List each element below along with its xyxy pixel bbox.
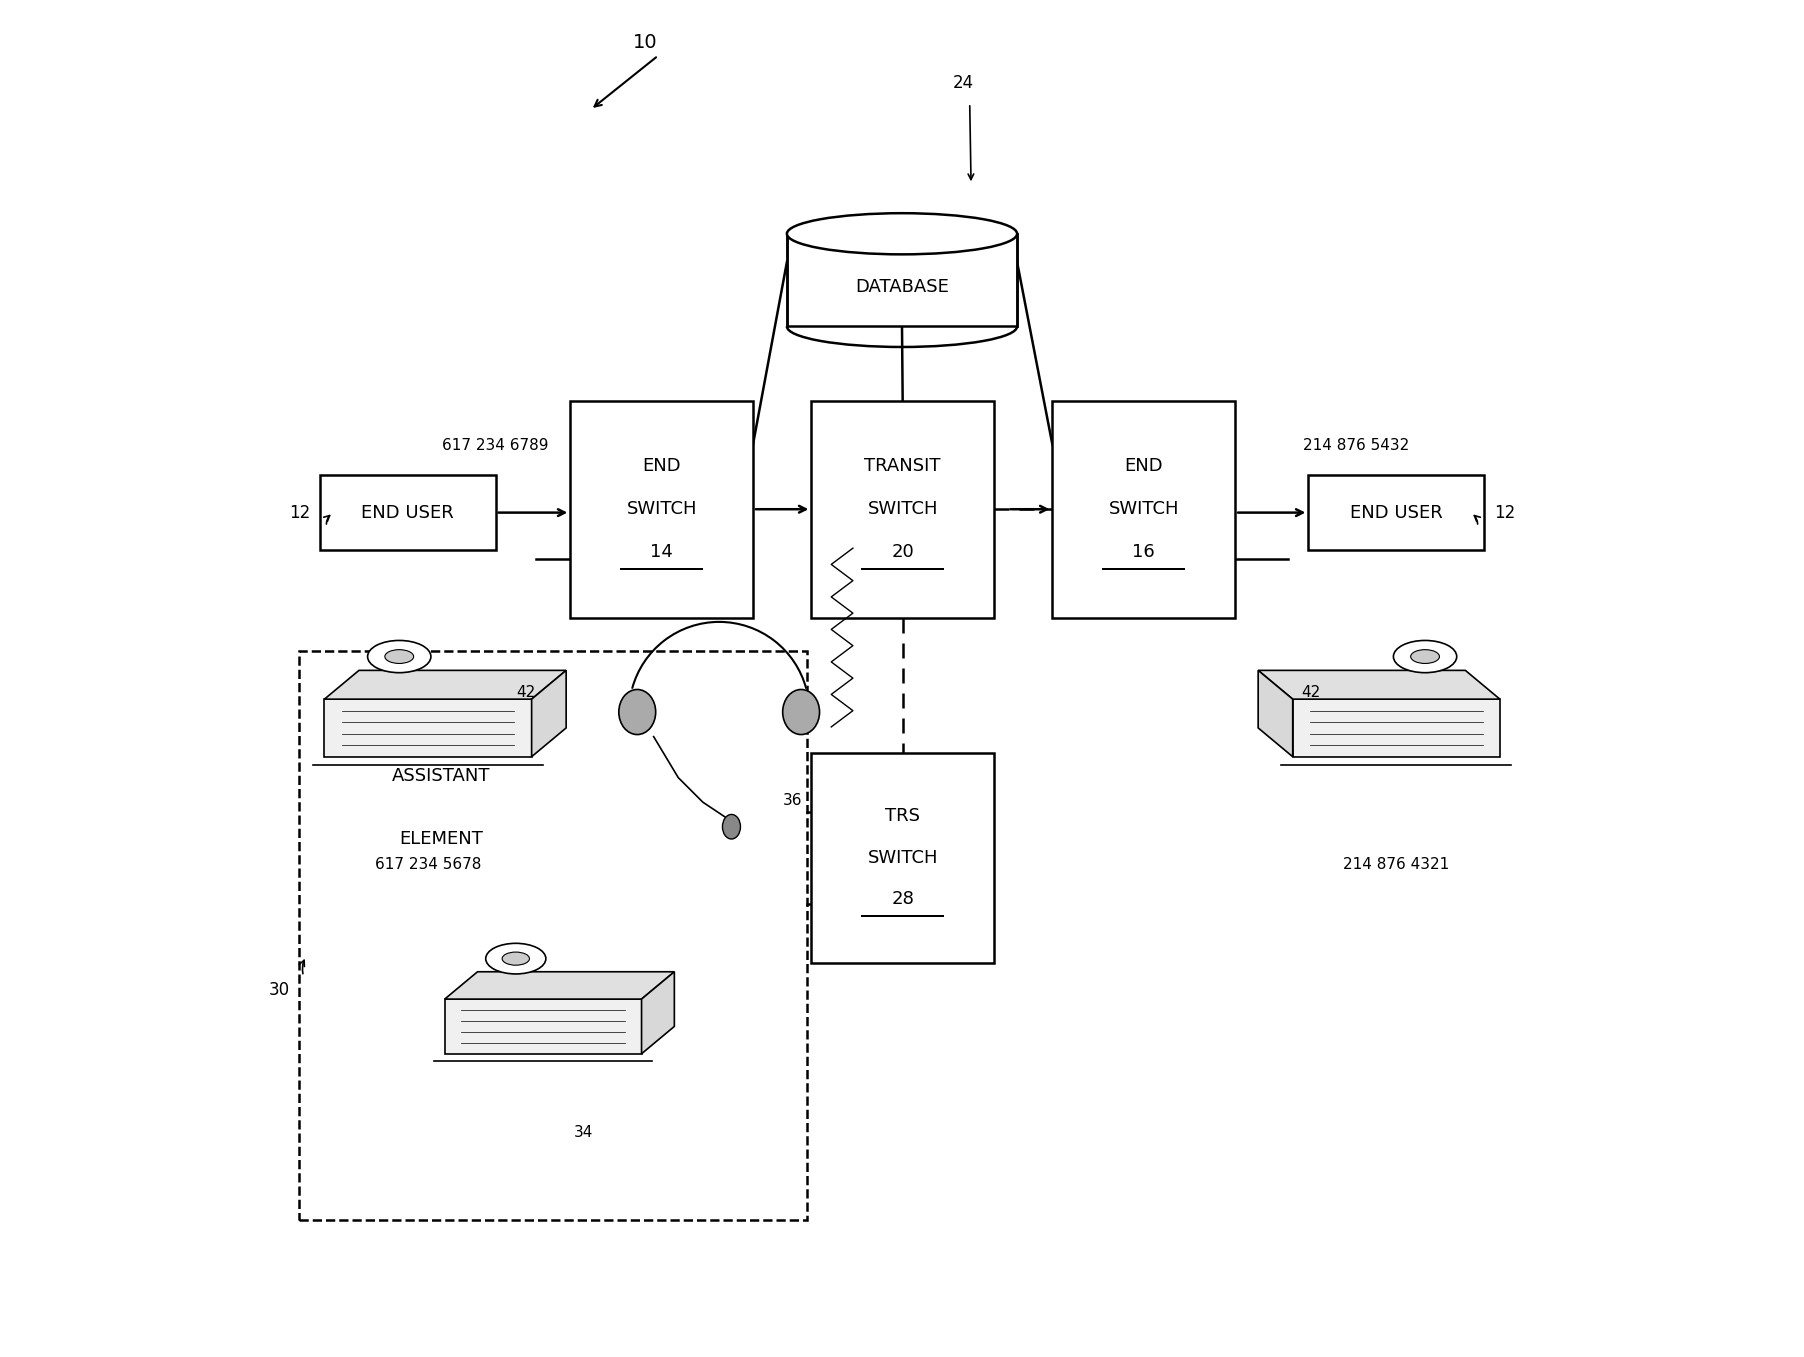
- Polygon shape: [642, 972, 675, 1054]
- Text: 20: 20: [891, 543, 915, 562]
- Polygon shape: [325, 670, 566, 699]
- Text: SWITCH: SWITCH: [868, 501, 938, 518]
- Text: 12: 12: [289, 505, 310, 522]
- Text: 34: 34: [574, 1125, 594, 1140]
- Bar: [570, 400, 752, 617]
- Text: 214 876 4321: 214 876 4321: [1344, 856, 1449, 871]
- Polygon shape: [1257, 670, 1499, 699]
- Bar: [812, 400, 994, 617]
- Text: 14: 14: [649, 543, 673, 562]
- Polygon shape: [325, 699, 532, 757]
- Ellipse shape: [722, 814, 740, 839]
- Text: 24: 24: [953, 73, 974, 92]
- Text: END: END: [642, 457, 680, 475]
- Text: 16: 16: [1133, 543, 1155, 562]
- Polygon shape: [446, 972, 675, 999]
- Text: 30: 30: [269, 981, 290, 999]
- Text: TRS: TRS: [886, 807, 920, 825]
- Text: END USER: END USER: [361, 503, 455, 521]
- Ellipse shape: [368, 641, 431, 673]
- Ellipse shape: [619, 689, 655, 734]
- Text: END USER: END USER: [1349, 503, 1443, 521]
- Bar: [299, 651, 806, 1220]
- Ellipse shape: [485, 943, 547, 974]
- Text: 42: 42: [1301, 684, 1321, 700]
- Ellipse shape: [1393, 641, 1456, 673]
- Polygon shape: [1293, 699, 1499, 757]
- Text: SWITCH: SWITCH: [868, 849, 938, 867]
- Text: SWITCH: SWITCH: [1108, 501, 1180, 518]
- Text: 42: 42: [516, 684, 536, 700]
- Text: SWITCH: SWITCH: [626, 501, 696, 518]
- Polygon shape: [532, 670, 566, 757]
- Polygon shape: [446, 999, 642, 1054]
- Bar: [1052, 400, 1236, 617]
- Text: 617 234 5678: 617 234 5678: [375, 856, 482, 871]
- Bar: [319, 475, 496, 550]
- Bar: [812, 753, 994, 963]
- Text: 12: 12: [1494, 505, 1515, 522]
- Text: 214 876 5432: 214 876 5432: [1302, 438, 1409, 453]
- Text: 28: 28: [891, 890, 915, 908]
- Ellipse shape: [787, 213, 1017, 254]
- Text: ELEMENT: ELEMENT: [400, 830, 483, 848]
- Ellipse shape: [502, 953, 529, 965]
- Text: 10: 10: [633, 33, 657, 52]
- Text: DATABASE: DATABASE: [855, 278, 949, 296]
- Text: TRANSIT: TRANSIT: [864, 457, 942, 475]
- Text: COMMUNICATION: COMMUNICATION: [363, 703, 520, 721]
- Ellipse shape: [1411, 650, 1440, 664]
- Text: 617 234 6789: 617 234 6789: [442, 438, 548, 453]
- Bar: [1308, 475, 1485, 550]
- Text: ASSISTANT: ASSISTANT: [391, 767, 491, 784]
- Bar: [787, 233, 1017, 327]
- Ellipse shape: [384, 650, 413, 664]
- Text: 36: 36: [783, 792, 803, 807]
- Polygon shape: [1257, 670, 1293, 757]
- Text: END: END: [1124, 457, 1164, 475]
- Ellipse shape: [783, 689, 819, 734]
